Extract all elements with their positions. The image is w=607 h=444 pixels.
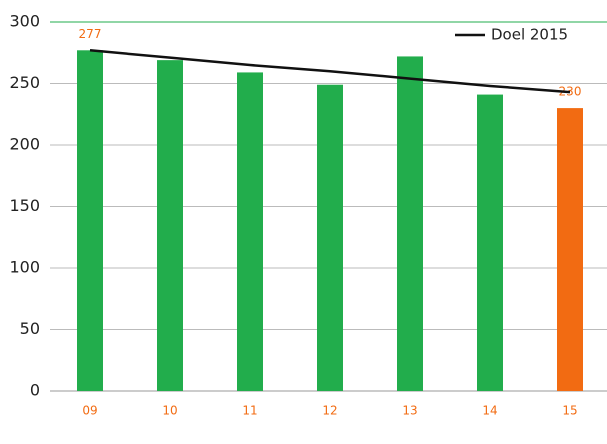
y-tick-label: 100: [9, 258, 40, 277]
x-tick-label: 13: [402, 404, 417, 418]
y-tick-label: 300: [9, 12, 40, 31]
legend-label: Doel 2015: [491, 26, 568, 44]
bar: [477, 94, 503, 391]
bar: [157, 60, 183, 391]
y-tick-label: 150: [9, 196, 40, 215]
x-tick-label: 14: [482, 404, 497, 418]
bar: [397, 56, 423, 391]
y-tick-label: 50: [20, 319, 40, 338]
bar: [557, 108, 583, 391]
y-tick-label: 250: [9, 73, 40, 92]
x-tick-label: 15: [562, 404, 577, 418]
data-label: 277: [79, 27, 102, 41]
bar: [317, 84, 343, 391]
y-tick-label: 200: [9, 135, 40, 154]
bar: [77, 50, 103, 391]
x-tick-label: 10: [162, 404, 177, 418]
target-line: [89, 49, 571, 94]
bar: [237, 72, 263, 392]
x-tick-label: 09: [82, 404, 97, 418]
x-tick-label: 12: [322, 404, 337, 418]
x-tick-label: 11: [242, 404, 257, 418]
y-tick-label: 0: [30, 381, 40, 400]
